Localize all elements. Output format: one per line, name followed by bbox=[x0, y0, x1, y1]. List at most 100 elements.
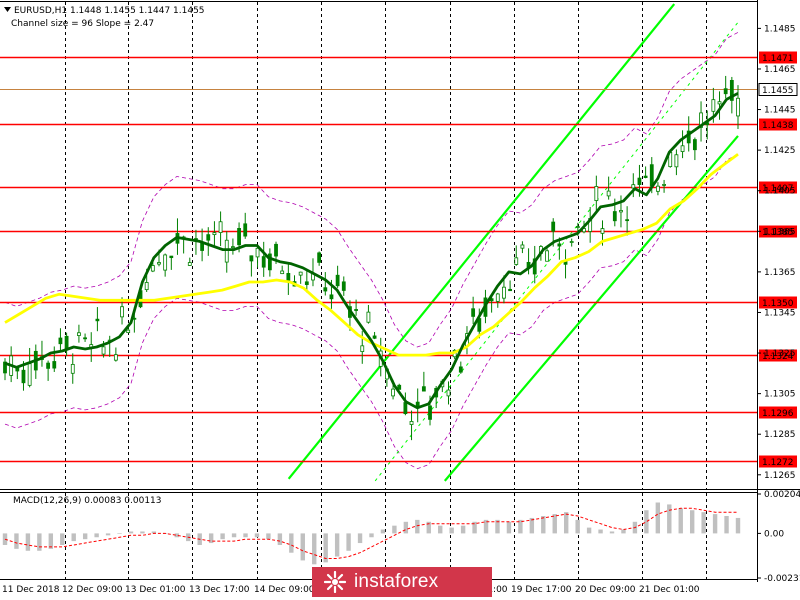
macd-histogram-bar bbox=[426, 521, 431, 534]
candle-body bbox=[631, 184, 636, 189]
macd-histogram-bar bbox=[724, 516, 729, 534]
candle-body bbox=[391, 388, 395, 397]
candle-body bbox=[545, 250, 549, 262]
candle-body bbox=[323, 287, 328, 292]
macd-histogram-bar bbox=[82, 533, 88, 540]
macd-histogram-bar bbox=[323, 533, 328, 563]
macd-histogram-bar bbox=[644, 510, 649, 534]
candle-body bbox=[206, 234, 211, 241]
macd-axis-label: 0.00 bbox=[764, 529, 784, 539]
candle-body bbox=[27, 363, 32, 386]
instaforex-watermark: instaforex bbox=[312, 567, 492, 597]
macd-histogram-bar bbox=[438, 525, 443, 534]
macd-histogram-bar bbox=[564, 512, 569, 534]
candle-body bbox=[187, 262, 192, 266]
candle-body bbox=[600, 228, 605, 234]
price-axis-label: 1.1365 bbox=[764, 268, 796, 278]
candle-body bbox=[415, 401, 420, 407]
macd-histogram-bar bbox=[392, 525, 397, 534]
candle-body bbox=[298, 271, 303, 276]
macd-histogram-bar bbox=[220, 533, 225, 540]
candle-body bbox=[360, 345, 365, 352]
candle-body bbox=[267, 253, 272, 271]
macd-histogram-bar bbox=[655, 502, 661, 534]
candle-body bbox=[212, 232, 217, 236]
candle-body bbox=[243, 223, 248, 237]
collapse-triangle-icon[interactable] bbox=[4, 7, 11, 12]
price-axis-label: 1.1285 bbox=[764, 430, 796, 440]
candle-body bbox=[237, 228, 241, 246]
macd-histogram-bar bbox=[403, 521, 409, 534]
candle-body bbox=[403, 402, 408, 415]
candle-body bbox=[508, 288, 512, 292]
candle-body bbox=[569, 241, 574, 243]
candle-body bbox=[354, 309, 359, 311]
macd-histogram-bar bbox=[128, 531, 134, 534]
candle-body bbox=[274, 243, 278, 257]
candle-body bbox=[637, 177, 642, 185]
candle-body bbox=[70, 364, 75, 374]
price-axis-label: 1.1325 bbox=[764, 349, 796, 359]
macd-histogram-bar bbox=[575, 519, 580, 534]
macd-histogram-bar bbox=[105, 533, 111, 536]
candle-body bbox=[304, 281, 309, 285]
candle-body bbox=[21, 369, 26, 384]
candle-body bbox=[458, 366, 463, 373]
macd-histogram-bar bbox=[231, 533, 237, 538]
macd-histogram-bar bbox=[289, 533, 294, 553]
level-label: 1.1272 bbox=[762, 458, 794, 468]
candle-body bbox=[471, 308, 476, 317]
time-axis-label: 13 Dec 01:00 bbox=[125, 585, 186, 595]
candle-body bbox=[224, 239, 229, 263]
macd-histogram-bar bbox=[586, 527, 592, 534]
level-label-bg bbox=[759, 118, 797, 131]
candle-body bbox=[83, 337, 87, 340]
candle-body bbox=[169, 255, 174, 259]
macd-histogram-bar bbox=[598, 529, 603, 534]
candle-body bbox=[163, 254, 168, 271]
candle-body bbox=[662, 184, 666, 186]
candle-body bbox=[366, 311, 371, 323]
candle-body bbox=[619, 210, 623, 213]
candle-body bbox=[397, 384, 402, 390]
candle-body bbox=[502, 286, 506, 299]
candle-body bbox=[144, 282, 149, 291]
candle-body bbox=[446, 389, 451, 397]
candle-body bbox=[711, 99, 716, 112]
candle-body bbox=[699, 112, 703, 128]
macd-histogram-bar bbox=[689, 510, 695, 534]
macd-histogram-bar bbox=[2, 533, 8, 545]
candle-body bbox=[249, 255, 254, 262]
macd-histogram-bar bbox=[25, 533, 31, 551]
candle-body bbox=[200, 242, 205, 251]
candle-body bbox=[625, 219, 630, 222]
candle-body bbox=[643, 175, 648, 178]
candle-body bbox=[64, 335, 69, 350]
candle-body bbox=[261, 256, 266, 268]
candle-body bbox=[120, 306, 124, 318]
macd-histogram-bar bbox=[460, 525, 466, 534]
candle-body bbox=[409, 421, 414, 425]
candle-body bbox=[532, 258, 537, 275]
candle-body bbox=[674, 154, 679, 168]
envelope-bands bbox=[4, 32, 739, 470]
level-label: 1.1350 bbox=[762, 299, 794, 309]
channel-upper-line bbox=[287, 3, 676, 480]
price-axis-label: 1.1405 bbox=[764, 187, 796, 197]
candle-body bbox=[341, 281, 346, 291]
macd-histogram-bar bbox=[541, 516, 546, 534]
regression-channel bbox=[287, 3, 739, 482]
candle-body bbox=[372, 335, 377, 339]
macd-histogram-bar bbox=[552, 514, 557, 534]
candle-body bbox=[157, 262, 161, 265]
level-label: 1.1324 bbox=[762, 352, 794, 362]
candle-body bbox=[421, 386, 426, 392]
level-label-bg bbox=[759, 406, 797, 419]
candle-body bbox=[723, 88, 728, 95]
price-axis-label: 1.1485 bbox=[764, 24, 796, 34]
price-axis-label: 1.1465 bbox=[764, 65, 796, 75]
time-axis-label: 14 Dec 09:00 bbox=[254, 585, 315, 595]
support-resistance-levels: 1.1471 1.1438 1.1407 1.1385 1.1350 1.1324 1.12… bbox=[0, 51, 798, 468]
